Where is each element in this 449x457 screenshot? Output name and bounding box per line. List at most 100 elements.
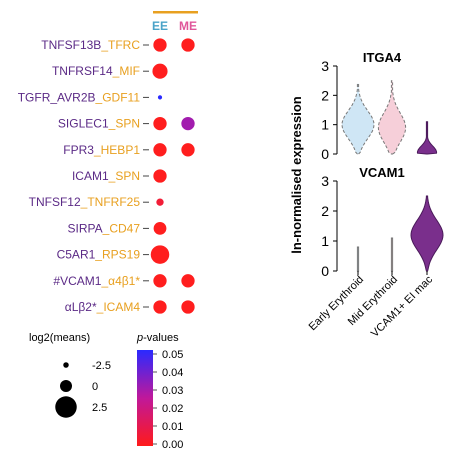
violin-plot: ln-normalised expression ITGA4 0 1 2 3 VCAM1 0… bbox=[289, 50, 444, 340]
dot-mark bbox=[181, 143, 195, 157]
pair-first: SIRPA bbox=[68, 221, 103, 235]
pair-label: SIGLEC1_SPN bbox=[58, 117, 140, 131]
color-tick-label: 0.02 bbox=[162, 403, 183, 415]
x-category-label: VCAM1+ EI mac bbox=[369, 273, 436, 340]
size-legend-dot bbox=[60, 380, 72, 392]
pair-first: TNFRSF14 bbox=[52, 64, 113, 78]
violin-panel: VCAM1 0 1 2 3 bbox=[321, 165, 444, 279]
panel-y-tick-label: 0 bbox=[321, 263, 329, 279]
pair-second: SPN bbox=[115, 117, 140, 131]
dot-mark bbox=[153, 222, 167, 235]
pair-separator: _ bbox=[95, 90, 103, 104]
column-header-ee: EE bbox=[152, 19, 168, 33]
column-header-me: ME bbox=[179, 19, 197, 33]
pair-label: TNFSF12_TNFRF25 bbox=[29, 195, 141, 209]
pair-separator: _ bbox=[80, 195, 88, 209]
dot-row: TGFR_AVR2B_GDF11 bbox=[18, 90, 163, 104]
dot-mark bbox=[181, 116, 195, 131]
violin-panels: ITGA4 0 1 2 3 VCAM1 0 1 2 3 bbox=[321, 50, 444, 279]
pair-label: TNFSF13B_TFRC bbox=[41, 38, 140, 52]
pair-first: TNFSF12 bbox=[29, 195, 81, 209]
dot-mark bbox=[153, 38, 167, 52]
dot-row: TNFSF12_TNFRF25 bbox=[29, 195, 164, 209]
panel-y-tick-label: 2 bbox=[321, 203, 329, 219]
panel-y-tick-label: 0 bbox=[321, 146, 329, 162]
pair-second: CD47 bbox=[109, 221, 140, 235]
pair-separator: _ bbox=[108, 117, 116, 131]
violin-shape bbox=[341, 83, 375, 155]
dot-mark bbox=[153, 300, 167, 314]
panel-y-tick-label: 1 bbox=[321, 233, 329, 249]
pair-separator: _ bbox=[93, 143, 101, 157]
color-tick-label: 0.05 bbox=[162, 349, 183, 361]
color-legend-title-italic: p bbox=[136, 332, 143, 344]
pair-first: ICAM1 bbox=[72, 169, 109, 183]
pair-second: α4β1* bbox=[108, 274, 140, 288]
dot-row: αLβ2*_ICAM4 bbox=[65, 300, 195, 314]
pair-separator: _ bbox=[100, 274, 108, 288]
pair-label: TNFRSF14_MIF bbox=[52, 64, 140, 78]
dot-mark bbox=[157, 95, 163, 100]
dot-row: ICAM1_SPN bbox=[72, 169, 167, 183]
dot-row: TNFSF13B_TFRC bbox=[41, 38, 195, 52]
pair-first: FPR3 bbox=[63, 143, 94, 157]
pair-separator: _ bbox=[100, 38, 108, 52]
pair-separator: _ bbox=[112, 64, 120, 78]
pair-second: TNFRF25 bbox=[87, 195, 140, 209]
violin-shape bbox=[356, 246, 360, 272]
panel-y-tick-label: 2 bbox=[321, 87, 329, 103]
pair-label: SIRPA_CD47 bbox=[68, 221, 141, 235]
pair-second: RPS19 bbox=[102, 248, 140, 262]
pair-separator: _ bbox=[96, 300, 104, 314]
size-legend-label: 2.5 bbox=[92, 402, 107, 414]
color-tick-label: 0.01 bbox=[162, 421, 183, 433]
pair-separator: _ bbox=[108, 169, 116, 183]
color-tick-label: 0.00 bbox=[162, 439, 183, 451]
dot-rows: TNFSF13B_TFRCTNFRSF14_MIFTGFR_AVR2B_GDF1… bbox=[18, 38, 195, 314]
pair-label: ICAM1_SPN bbox=[72, 169, 140, 183]
pair-separator: _ bbox=[102, 221, 110, 235]
dot-mark bbox=[153, 169, 167, 183]
size-legend: -2.5 0 2.5 bbox=[55, 360, 111, 418]
pair-separator: _ bbox=[94, 248, 102, 262]
dot-row: TNFRSF14_MIF bbox=[52, 63, 168, 79]
pair-first: TNFSF13B bbox=[41, 38, 101, 52]
dot-row: #VCAM1_α4β1* bbox=[53, 274, 195, 288]
color-tick-label: 0.03 bbox=[162, 385, 183, 397]
violin-ylabel: ln-normalised expression bbox=[289, 96, 304, 254]
color-legend-title: p-values bbox=[136, 332, 179, 344]
violin-shape bbox=[416, 121, 438, 155]
panel-y-tick-label: 1 bbox=[321, 117, 329, 133]
pair-second: MIF bbox=[119, 64, 140, 78]
panel-y-tick-label: 3 bbox=[321, 173, 329, 189]
violin-shape bbox=[377, 80, 407, 155]
dot-mark bbox=[153, 116, 167, 131]
size-legend-dot bbox=[63, 362, 69, 368]
size-legend-label: 0 bbox=[92, 381, 98, 393]
dot-mark bbox=[153, 143, 167, 157]
dot-mark bbox=[152, 63, 168, 79]
dot-mark bbox=[181, 38, 195, 52]
panel-y-tick-label: 3 bbox=[321, 58, 329, 74]
size-legend-title: log2(means) bbox=[29, 332, 90, 344]
pair-second: GDF11 bbox=[102, 90, 140, 104]
column-header-bar bbox=[153, 11, 198, 14]
violin-shape bbox=[390, 237, 394, 272]
pair-label: C5AR1_RPS19 bbox=[57, 248, 141, 262]
violin-shape bbox=[410, 195, 444, 272]
panel-title: VCAM1 bbox=[359, 165, 405, 180]
dot-mark bbox=[153, 274, 167, 288]
dot-mark bbox=[181, 300, 195, 314]
color-legend-ticks: 0.05 0.04 0.03 0.02 0.01 0.00 bbox=[153, 349, 183, 451]
dot-mark bbox=[156, 198, 164, 206]
panel-title: ITGA4 bbox=[363, 50, 402, 65]
color-tick-label: 0.04 bbox=[162, 367, 183, 379]
dot-row: SIGLEC1_SPN bbox=[58, 117, 195, 131]
dot-plot: EE ME TNFSF13B_TFRCTNFRSF14_MIFTGFR_AVR2… bbox=[18, 11, 198, 451]
dot-mark bbox=[181, 274, 195, 288]
dot-row: C5AR1_RPS19 bbox=[57, 245, 170, 264]
violin-panel: ITGA4 0 1 2 3 bbox=[321, 50, 438, 162]
pair-second: SPN bbox=[115, 169, 140, 183]
